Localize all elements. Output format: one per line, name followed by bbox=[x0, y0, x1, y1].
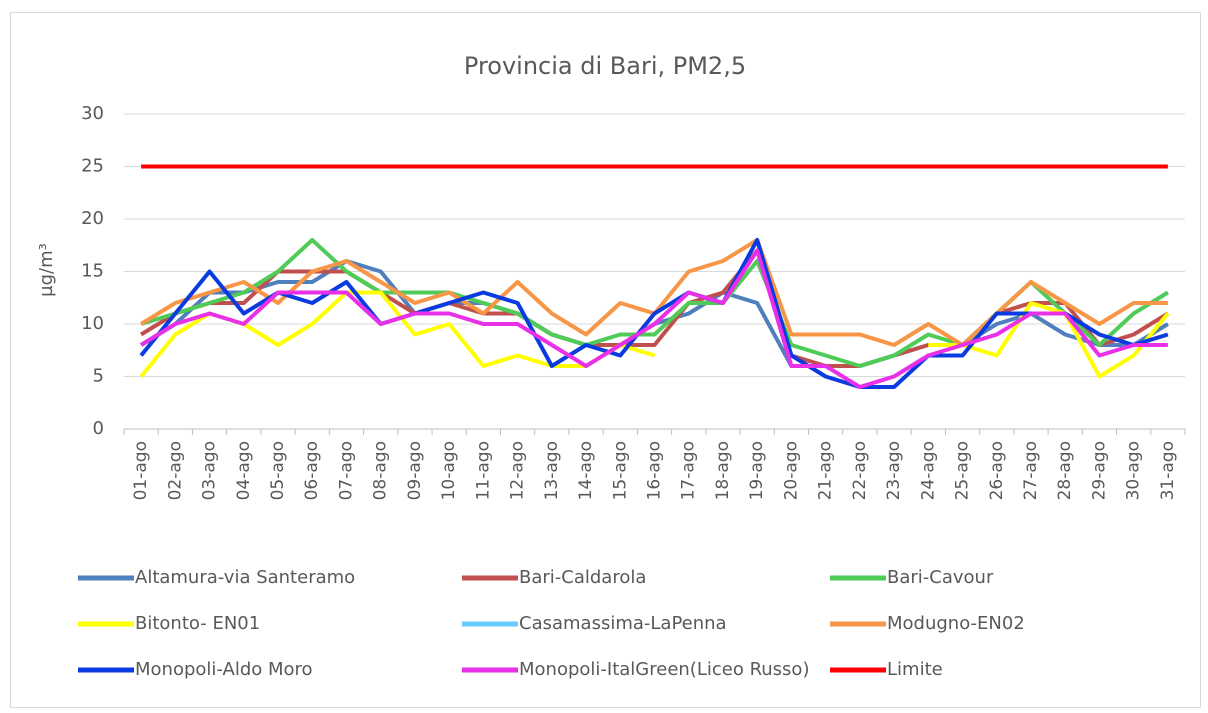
x-tick-label: 02-ago bbox=[165, 441, 185, 500]
legend-label: Bitonto- EN01 bbox=[135, 613, 260, 634]
x-tick-label: 18-ago bbox=[713, 441, 733, 500]
series-line bbox=[139, 238, 1169, 389]
y-tick-label: 20 bbox=[81, 208, 104, 229]
chart-title: Provincia di Bari, PM2,5 bbox=[464, 52, 746, 80]
x-tick-label: 11-ago bbox=[473, 441, 493, 500]
legend-label: Limite bbox=[887, 659, 943, 680]
y-tick-label: 30 bbox=[81, 103, 104, 124]
x-tick-label: 17-ago bbox=[679, 441, 699, 500]
x-tick-label: 05-ago bbox=[268, 441, 288, 500]
y-tick-label: 15 bbox=[81, 261, 104, 282]
x-tick-label: 03-ago bbox=[200, 441, 220, 500]
x-tick-label: 23-ago bbox=[884, 441, 904, 500]
y-tick-label: 25 bbox=[81, 156, 104, 177]
x-tick-label: 29-ago bbox=[1089, 441, 1109, 500]
legend-label: Monopoli-ItalGreen(Liceo Russo) bbox=[519, 659, 809, 680]
x-tick-label: 19-ago bbox=[747, 441, 767, 500]
chart-frame bbox=[10, 12, 1201, 708]
legend-label: Bari-Cavour bbox=[887, 567, 994, 588]
x-tick-label: 31-ago bbox=[1158, 441, 1178, 500]
x-tick-label: 04-ago bbox=[234, 441, 254, 500]
legend-label: Casamassima-LaPenna bbox=[519, 613, 727, 634]
x-tick-label: 06-ago bbox=[302, 441, 322, 500]
legend-label: Modugno-EN02 bbox=[887, 613, 1025, 634]
legend-label: Bari-Caldarola bbox=[519, 567, 646, 588]
x-tick-label: 14-ago bbox=[576, 441, 596, 500]
x-tick-label: 12-ago bbox=[508, 441, 528, 500]
x-tick-label: 15-ago bbox=[610, 441, 630, 500]
x-tick-label: 13-ago bbox=[542, 441, 562, 500]
legend-label: Monopoli-Aldo Moro bbox=[135, 659, 313, 680]
x-tick-label: 09-ago bbox=[405, 441, 425, 500]
x-tick-label: 25-ago bbox=[953, 441, 973, 500]
x-tick-label: 26-ago bbox=[987, 441, 1007, 500]
x-tick-label: 30-ago bbox=[1124, 441, 1144, 500]
legend-label: Altamura-via Santeramo bbox=[135, 567, 355, 588]
x-tick-label: 10-ago bbox=[439, 441, 459, 500]
y-axis-label: µg/m³ bbox=[36, 243, 57, 297]
x-tick-label: 21-ago bbox=[816, 441, 836, 500]
x-tick-label: 16-ago bbox=[645, 441, 665, 500]
x-tick-label: 01-ago bbox=[131, 441, 151, 500]
x-tick-label: 20-ago bbox=[781, 441, 801, 500]
series-line bbox=[140, 248, 1168, 389]
x-tick-label: 28-ago bbox=[1055, 441, 1075, 500]
y-tick-label: 5 bbox=[93, 366, 104, 387]
y-tick-label: 10 bbox=[81, 313, 104, 334]
x-tick-label: 08-ago bbox=[371, 441, 391, 500]
x-tick-label: 07-ago bbox=[336, 441, 356, 500]
y-tick-label: 0 bbox=[93, 418, 104, 439]
x-tick-label: 24-ago bbox=[918, 441, 938, 500]
x-tick-label: 22-ago bbox=[850, 441, 870, 500]
x-tick-label: 27-ago bbox=[1021, 441, 1041, 500]
